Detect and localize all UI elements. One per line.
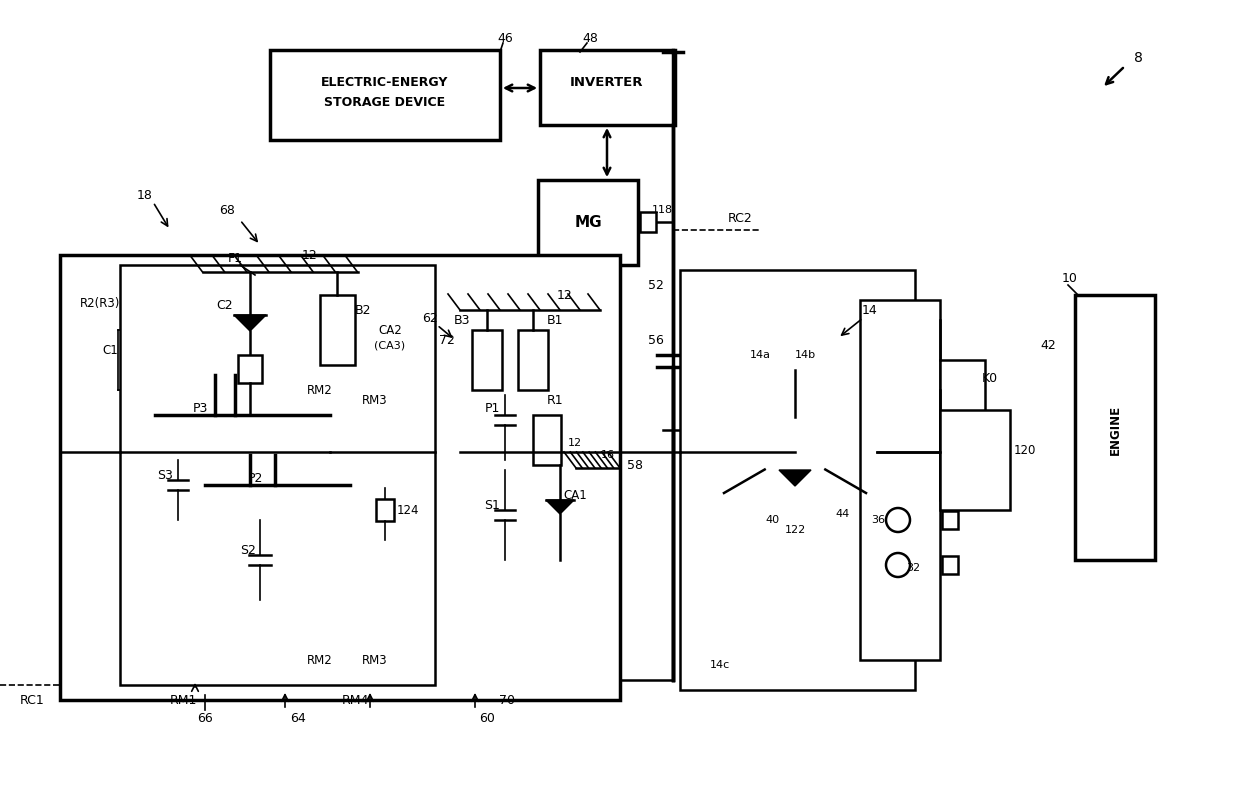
Text: INVERTER: INVERTER <box>570 76 644 88</box>
Text: B3: B3 <box>454 314 470 326</box>
Bar <box>120 265 435 685</box>
Bar <box>472 330 502 390</box>
Text: RM3: RM3 <box>362 393 388 407</box>
Text: RM1: RM1 <box>170 694 197 706</box>
Bar <box>539 50 675 125</box>
Text: 60: 60 <box>479 712 495 724</box>
Bar <box>640 212 656 232</box>
Bar <box>942 556 959 574</box>
Text: 58: 58 <box>627 458 644 472</box>
Text: P2: P2 <box>247 472 263 484</box>
Text: C2: C2 <box>217 299 233 311</box>
Text: 32: 32 <box>906 563 920 573</box>
Text: CA2: CA2 <box>378 323 402 337</box>
Text: RC2: RC2 <box>728 212 753 224</box>
Text: S2: S2 <box>241 544 255 556</box>
Bar <box>1075 295 1154 560</box>
Text: R1: R1 <box>547 393 563 407</box>
Text: 10: 10 <box>1063 272 1078 284</box>
Text: 12: 12 <box>557 288 573 302</box>
Text: 72: 72 <box>439 333 455 347</box>
Text: 18: 18 <box>138 189 153 201</box>
Text: MG: MG <box>574 215 601 230</box>
Text: C1: C1 <box>102 344 118 356</box>
Text: 68: 68 <box>219 204 234 216</box>
Bar <box>270 50 500 140</box>
Text: S3: S3 <box>157 468 172 481</box>
Text: 118: 118 <box>651 205 672 215</box>
Text: 42: 42 <box>1040 338 1056 352</box>
Text: 66: 66 <box>197 712 213 724</box>
Text: RM2: RM2 <box>308 653 332 667</box>
Text: RM3: RM3 <box>362 653 388 667</box>
Text: P1: P1 <box>485 401 500 415</box>
Text: (CA3): (CA3) <box>374 340 405 350</box>
Bar <box>518 330 548 390</box>
Bar <box>60 255 620 700</box>
Text: 120: 120 <box>1014 443 1037 457</box>
Bar <box>680 270 915 690</box>
Bar <box>238 355 262 383</box>
Text: 14b: 14b <box>795 350 816 360</box>
Text: B1: B1 <box>547 314 563 326</box>
Polygon shape <box>779 470 811 486</box>
Bar <box>942 511 959 529</box>
Text: 12: 12 <box>303 249 317 261</box>
Text: 52: 52 <box>649 279 663 292</box>
Bar <box>940 410 1011 510</box>
Text: K0: K0 <box>982 371 998 385</box>
Text: STORAGE DEVICE: STORAGE DEVICE <box>325 96 445 108</box>
Text: ELECTRIC-ENERGY: ELECTRIC-ENERGY <box>321 76 449 88</box>
Bar <box>821 510 839 530</box>
Text: RM2: RM2 <box>308 383 332 397</box>
Text: S1: S1 <box>484 498 500 511</box>
Text: 12: 12 <box>568 438 582 448</box>
Text: 14: 14 <box>862 303 878 317</box>
Text: 62: 62 <box>422 311 438 325</box>
Text: 122: 122 <box>785 525 806 535</box>
Text: RM4: RM4 <box>341 694 368 706</box>
Text: ENGINE: ENGINE <box>1109 405 1121 455</box>
Text: 14c: 14c <box>709 660 730 670</box>
Text: CA1: CA1 <box>563 488 587 502</box>
Text: 124: 124 <box>397 503 419 517</box>
Bar <box>538 180 639 265</box>
Bar <box>533 415 560 465</box>
Text: 64: 64 <box>290 712 306 724</box>
Text: F1: F1 <box>227 251 243 265</box>
Bar <box>376 499 394 521</box>
Bar <box>861 300 940 660</box>
Bar <box>940 360 985 420</box>
Text: 36: 36 <box>870 515 885 525</box>
Text: 8: 8 <box>1133 51 1142 65</box>
Text: 44: 44 <box>836 509 851 519</box>
Text: P3: P3 <box>192 401 207 415</box>
Polygon shape <box>546 500 574 514</box>
Text: 14a: 14a <box>749 350 770 360</box>
Text: R2(R3): R2(R3) <box>79 296 120 310</box>
Text: 48: 48 <box>582 32 598 44</box>
Polygon shape <box>234 315 267 331</box>
Text: 16: 16 <box>601 450 615 460</box>
Text: RC1: RC1 <box>20 694 45 706</box>
Text: B2: B2 <box>355 303 371 317</box>
Text: 70: 70 <box>498 694 515 706</box>
Text: 56: 56 <box>649 333 663 347</box>
Bar <box>320 295 355 365</box>
Text: 40: 40 <box>766 515 780 525</box>
Text: 46: 46 <box>497 32 513 44</box>
Bar <box>786 508 804 528</box>
